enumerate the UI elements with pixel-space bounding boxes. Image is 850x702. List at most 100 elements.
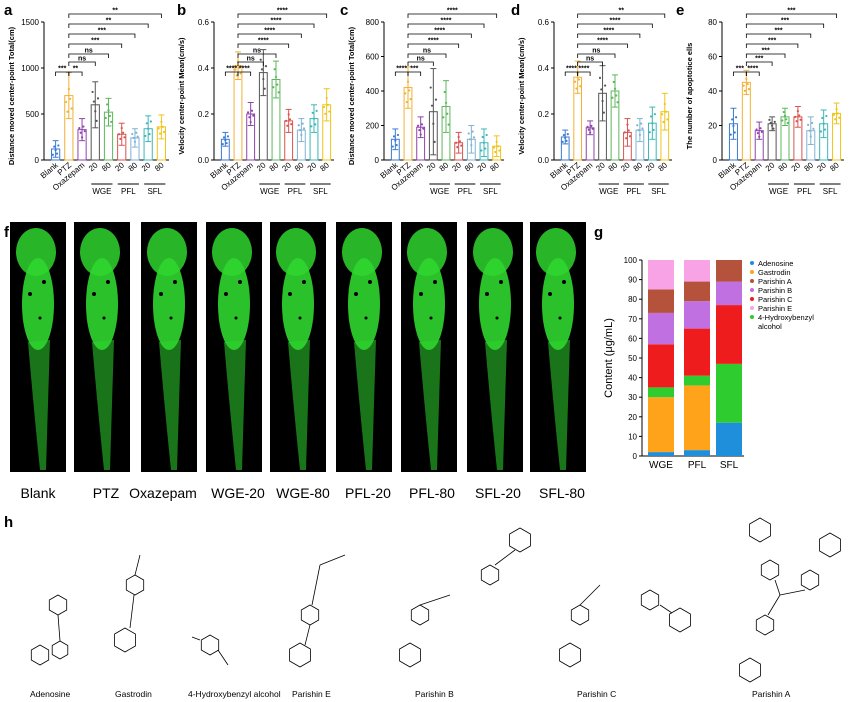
y-tick-label: 60: [628, 334, 637, 343]
bond: [579, 584, 601, 606]
data-point: [409, 98, 412, 101]
chart-a: 0 500 1000 1500 Distance moved center-point …: [7, 8, 169, 196]
compound-name: Gastrodin: [115, 689, 152, 699]
stacked-bar-segment: [648, 387, 674, 398]
ring: [509, 527, 531, 553]
significance-bracket: [407, 33, 472, 38]
data-point: [613, 87, 617, 90]
ring: [399, 642, 421, 668]
significance-label: ****: [264, 28, 275, 35]
data-point: [458, 140, 462, 143]
data-point: [638, 133, 641, 137]
significance-label: ns: [417, 56, 425, 63]
legend-label: Adenosine: [758, 259, 793, 268]
y-tick-label: 70: [628, 315, 637, 324]
fish-label: WGE-20: [211, 485, 265, 501]
x-tick-label: 20: [140, 160, 153, 173]
x-tick-label: 80: [632, 160, 645, 173]
bond: [57, 614, 61, 642]
data-point: [769, 121, 772, 124]
chart-g: 0 10 20 30 40 50 60 70 80 90 100 Content (μg/mL) WGE…: [603, 256, 814, 471]
ring: [289, 642, 311, 668]
data-point: [132, 136, 135, 140]
significance-bracket: [745, 61, 773, 66]
data-point: [408, 89, 411, 92]
data-point: [577, 78, 581, 81]
y-tick-label: 1500: [21, 18, 39, 27]
ring: [800, 569, 820, 591]
ring: [30, 644, 50, 666]
data-point: [248, 116, 251, 119]
significance-label: ****: [603, 28, 614, 35]
significance-bracket: [407, 53, 447, 58]
data-point: [224, 139, 227, 142]
x-tick-label: 80: [656, 160, 669, 173]
data-point: [822, 122, 825, 125]
data-point: [264, 65, 268, 68]
y-tick-label: 0: [713, 156, 718, 165]
ring: [48, 594, 68, 616]
data-point: [158, 132, 162, 135]
bond: [304, 624, 311, 646]
significance-label: ****: [610, 18, 621, 25]
y-tick-label: 0: [633, 452, 638, 461]
data-point: [823, 128, 827, 131]
x-tick-label: 20: [425, 160, 438, 173]
significance-bracket: [745, 23, 825, 28]
significance-bracket: [577, 43, 628, 48]
fish-label: SFL-80: [539, 485, 585, 501]
x-tick-label: 80: [802, 160, 815, 173]
data-point: [416, 124, 420, 127]
y-tick-label: 500: [26, 110, 40, 119]
significance-label: ***: [98, 28, 106, 35]
fish-image-row: [10, 222, 588, 472]
data-point: [94, 110, 97, 113]
data-point: [422, 127, 425, 130]
fish-image: [270, 222, 326, 472]
group-label: PFL: [121, 187, 136, 196]
data-point: [735, 116, 738, 119]
data-point: [80, 136, 84, 139]
fish-image: [74, 222, 130, 472]
panel-label-f: f: [4, 224, 9, 241]
bond: [134, 554, 141, 576]
legend-marker: [750, 261, 754, 265]
data-point: [783, 114, 787, 117]
data-point: [66, 110, 69, 113]
ring: [739, 657, 761, 683]
fish-image: [401, 222, 457, 472]
data-point: [651, 122, 654, 125]
y-axis-label: Distance moved center-point Total(cm): [7, 26, 16, 165]
data-point: [600, 88, 603, 91]
ring: [819, 532, 841, 558]
data-point: [812, 127, 815, 130]
data-point: [277, 91, 280, 94]
data-point: [148, 133, 151, 136]
legend-label: Parishin A: [758, 277, 792, 286]
y-tick-label: 0: [375, 156, 380, 165]
data-point: [444, 101, 448, 105]
data-point: [145, 122, 148, 125]
significance-bracket: [745, 13, 837, 18]
data-point: [235, 74, 238, 77]
significance-label: ***: [755, 56, 763, 63]
data-point: [314, 123, 317, 126]
data-point: [161, 125, 164, 128]
data-point: [598, 76, 602, 79]
ring: [410, 604, 430, 626]
data-point: [664, 110, 668, 113]
ring: [749, 517, 771, 543]
data-point: [653, 113, 657, 116]
data-point: [297, 124, 300, 127]
significance-bracket: [237, 61, 264, 66]
significance-bracket: [745, 43, 799, 48]
x-tick-label: 80: [438, 160, 451, 173]
x-tick-label: PFL: [688, 460, 707, 471]
data-point: [106, 103, 109, 106]
y-tick-label: 60: [708, 53, 717, 62]
significance-bracket: [68, 43, 123, 48]
data-point: [561, 140, 564, 143]
significance-label: ns: [586, 56, 594, 63]
data-point: [273, 68, 276, 71]
significance-bracket: [407, 61, 434, 66]
